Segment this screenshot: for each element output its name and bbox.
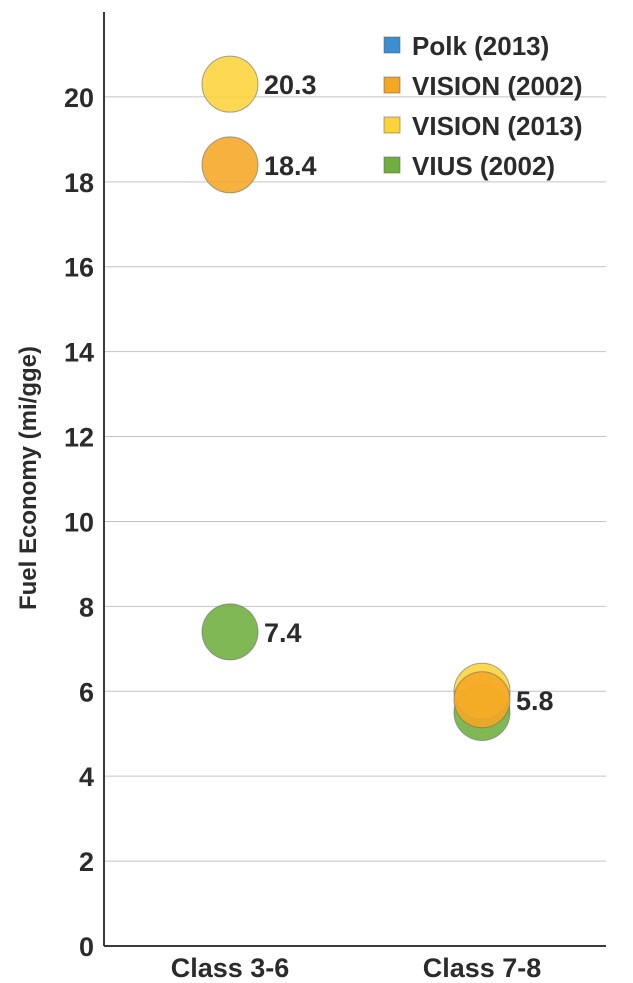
bubble-vius-2002-class-3-6 — [201, 603, 259, 661]
x-category-label: Class 3-6 — [171, 953, 290, 983]
y-tick-label: 16 — [64, 253, 94, 283]
y-tick-label: 14 — [64, 338, 94, 368]
bubble-vision-2002-class-7-8 — [453, 671, 511, 729]
data-points — [201, 55, 511, 741]
legend-swatch-vision-2013 — [383, 116, 401, 134]
bubble-vision-2013-class-3-6 — [201, 55, 259, 113]
y-tick-label: 12 — [64, 423, 94, 453]
y-tick-label: 2 — [79, 847, 94, 877]
legend-label-polk-2013: Polk (2013) — [412, 31, 549, 61]
legend-label-vius-2002: VIUS (2002) — [412, 151, 555, 181]
x-category-label: Class 7-8 — [423, 953, 542, 983]
bubble-vision-2002-class-3-6 — [201, 136, 259, 194]
legend-label-vision-2013: VISION (2013) — [412, 111, 583, 141]
y-axis-title: Fuel Economy (mi/gge) — [15, 346, 42, 610]
y-tick-labels: 0 2 4 6 8 10 12 14 16 18 20 — [64, 83, 94, 962]
legend-swatch-vision-2002 — [383, 76, 401, 94]
legend-swatch-vius-2002 — [383, 156, 401, 174]
data-label: 20.3 — [264, 70, 317, 100]
data-label: 7.4 — [264, 618, 302, 648]
y-tick-label: 6 — [79, 677, 94, 707]
y-tick-label: 0 — [79, 932, 94, 962]
data-label: 18.4 — [264, 151, 317, 181]
y-tick-label: 8 — [79, 592, 94, 622]
legend-label-vision-2002: VISION (2002) — [412, 71, 583, 101]
gridlines — [104, 96, 606, 862]
y-tick-label: 4 — [79, 762, 94, 792]
y-tick-label: 10 — [64, 507, 94, 537]
axes — [103, 12, 606, 947]
x-category-labels: Class 3-6 Class 7-8 — [171, 953, 542, 983]
data-labels: 20.3 18.4 7.4 5.8 — [264, 70, 554, 716]
legend: Polk (2013) VISION (2002) VISION (2013) VIU… — [383, 31, 583, 181]
y-tick-label: 20 — [64, 83, 94, 113]
y-tick-label: 18 — [64, 168, 94, 198]
legend-swatch-polk-2013 — [383, 36, 401, 54]
data-label: 5.8 — [516, 686, 554, 716]
